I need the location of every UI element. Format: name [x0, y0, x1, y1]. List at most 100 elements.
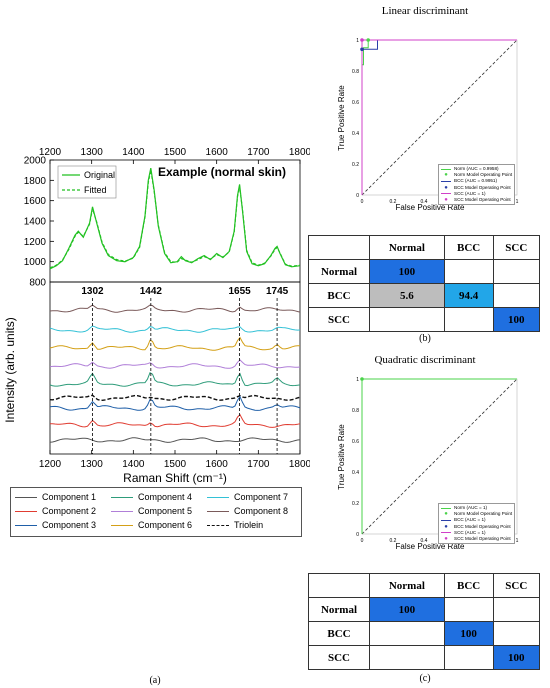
- cm-cell: [492, 597, 541, 622]
- cm-cell: [443, 259, 494, 284]
- caption-a: (a): [149, 675, 161, 686]
- y-axis-label: Intensity (arb. units): [3, 317, 17, 422]
- cm-cell: [443, 597, 494, 622]
- roc-operating-point: [360, 47, 364, 52]
- roc-y-tick-label: 1: [356, 38, 359, 44]
- roc-linear-xlabel: False Positive Rate: [396, 203, 465, 212]
- roc-quadratic-title: Quadratic discriminant: [374, 354, 475, 366]
- component-line: [49, 437, 301, 443]
- component-spectra: [49, 304, 301, 443]
- legend-entry: BCC (AUC = 1): [441, 517, 512, 523]
- cm-cell: 100: [369, 259, 445, 284]
- roc-x-tick-label: 0: [361, 538, 364, 544]
- top-x-tick-label: 1500: [164, 147, 187, 158]
- legend-entry: Norm (AUC = 0.9958): [441, 166, 512, 172]
- roc-y-tick-label: 0.4: [352, 131, 359, 137]
- roc-linear-legend: Norm (AUC = 0.9958) ● Norm Model Operatin…: [438, 164, 516, 206]
- cm-corner: [308, 573, 370, 598]
- legend-component-2: Component 2: [15, 506, 96, 516]
- component-line: [49, 371, 301, 387]
- roc-x-tick-label: 1: [516, 538, 519, 544]
- y-tick-label: 1800: [24, 176, 47, 187]
- roc-chance-line: [361, 378, 518, 535]
- roc-y-tick-label: 0.6: [352, 439, 359, 445]
- cm-cell: [492, 259, 541, 284]
- legend-component-7: Component 7: [207, 492, 288, 502]
- cm-cell: [443, 645, 494, 670]
- cm-cell: [369, 621, 445, 646]
- confusion-matrix-quadratic: Normal BCC SCC Normal 100 BCC 100 SCC 10…: [308, 573, 541, 670]
- peak-label: 1745: [266, 286, 289, 297]
- legend-component-8: Component 8: [207, 506, 288, 516]
- legend-entry: ● BCC Model Operating Point: [444, 184, 511, 191]
- legend-entry: ● SCC Model Operating Point: [444, 197, 511, 204]
- cm-cell: 5.6: [369, 283, 445, 308]
- panel-a: 1200 1300 1400 1500 1600 1700 1800 800 1000 1200…: [0, 120, 310, 688]
- bottom-x-tick-label: 1400: [122, 459, 145, 470]
- series-fitted: [49, 170, 301, 269]
- roc-y-tick-label: 1: [356, 377, 359, 383]
- roc-quadratic-ylabel: True Positive Rate: [337, 424, 346, 490]
- roc-operating-point: [366, 38, 370, 42]
- bottom-x-tick-label: 1500: [164, 459, 187, 470]
- y-tick-label: 2000: [24, 156, 47, 167]
- panel-c: Quadratic discriminant 0 0 0.2 0.2 0.4 0.4 0.6…: [300, 345, 550, 688]
- cm-cell: 100: [369, 597, 445, 622]
- panel-b: Linear discriminant 000.20.20.40.40.60.6…: [300, 0, 550, 345]
- cm-col-header: Normal: [369, 235, 445, 260]
- y-tick-label: 1200: [24, 237, 47, 248]
- peak-label: 1442: [140, 286, 163, 297]
- legend-entry: ● Norm Model Operating Point: [444, 172, 513, 179]
- roc-operating-point: [360, 38, 364, 42]
- top-x-tick-labels: 1200 1300 1400 1500 1600 1700 1800: [39, 147, 310, 164]
- cm-cell: 100: [443, 621, 494, 646]
- legend-original-label: Original: [84, 170, 115, 180]
- top-x-tick-label: 1600: [206, 147, 229, 158]
- cm-cell: 94.4: [443, 283, 494, 308]
- legend-entry: Norm (AUC = 1): [441, 505, 512, 511]
- cm-cell: [492, 621, 541, 646]
- raman-spectra-chart: 1200 1300 1400 1500 1600 1700 1800 800 1000 1200…: [3, 147, 310, 485]
- top-x-tick-label: 1700: [247, 147, 270, 158]
- roc-linear-curves: [360, 38, 518, 196]
- roc-quadratic-legend: Norm (AUC = 1) ● Norm Model Operating Poi…: [438, 503, 516, 545]
- legend-entry: ● SCC Model Operating Point: [444, 536, 511, 543]
- caption-c: (c): [419, 673, 431, 684]
- roc-y-tick-label: 0: [356, 532, 359, 538]
- legend-entry: SCC (AUC = 1): [441, 191, 512, 197]
- peak-label: 1302: [81, 286, 104, 297]
- bottom-x-tick-label: 1800: [289, 459, 310, 470]
- roc-operating-point: [360, 377, 364, 381]
- cm-cell: 100: [492, 307, 541, 332]
- cm-row-header: SCC: [308, 307, 370, 332]
- component-line: [49, 336, 301, 351]
- cm-row-header: BCC: [308, 283, 370, 308]
- roc-x-tick-label: 0.2: [390, 199, 397, 205]
- peak-markers: 1302 1442 1655 1745: [81, 286, 289, 454]
- legend-entry: SCC (AUC = 1): [441, 530, 512, 536]
- roc-linear-title: Linear discriminant: [382, 5, 468, 17]
- roc-x-tick-label: 0.4: [421, 199, 428, 205]
- cm-col-header: SCC: [492, 235, 541, 260]
- roc-y-tick-label: 0.6: [352, 100, 359, 106]
- cm-cell: [369, 645, 445, 670]
- roc-x-tick-label: 1: [516, 199, 519, 205]
- component-line: [50, 413, 301, 428]
- y-tick-label: 1600: [24, 196, 47, 207]
- cm-col-header: SCC: [492, 573, 541, 598]
- roc-x-tick-label: 0.2: [390, 538, 397, 544]
- roc-y-tick-label: 0.2: [352, 162, 359, 168]
- legend-triolein: Triolein: [207, 520, 263, 530]
- top-x-tick-label: 1300: [81, 147, 104, 158]
- legend-entry: BCC (AUC = 0.9951): [441, 178, 512, 184]
- top-x-tick-label: 1800: [289, 147, 310, 158]
- peak-label: 1655: [228, 286, 251, 297]
- cm-col-header: BCC: [443, 573, 494, 598]
- cm-row-header: Normal: [308, 597, 370, 622]
- roc-quadratic-curves: [360, 377, 518, 535]
- roc-y-tick-label: 0: [356, 193, 359, 199]
- roc-chart-linear: Linear discriminant 000.20.20.40.40.60.6…: [337, 5, 519, 212]
- x-axis-label: Raman Shift (cm⁻¹): [123, 471, 227, 485]
- cm-row-header: BCC: [308, 621, 370, 646]
- caption-b: (b): [419, 333, 431, 344]
